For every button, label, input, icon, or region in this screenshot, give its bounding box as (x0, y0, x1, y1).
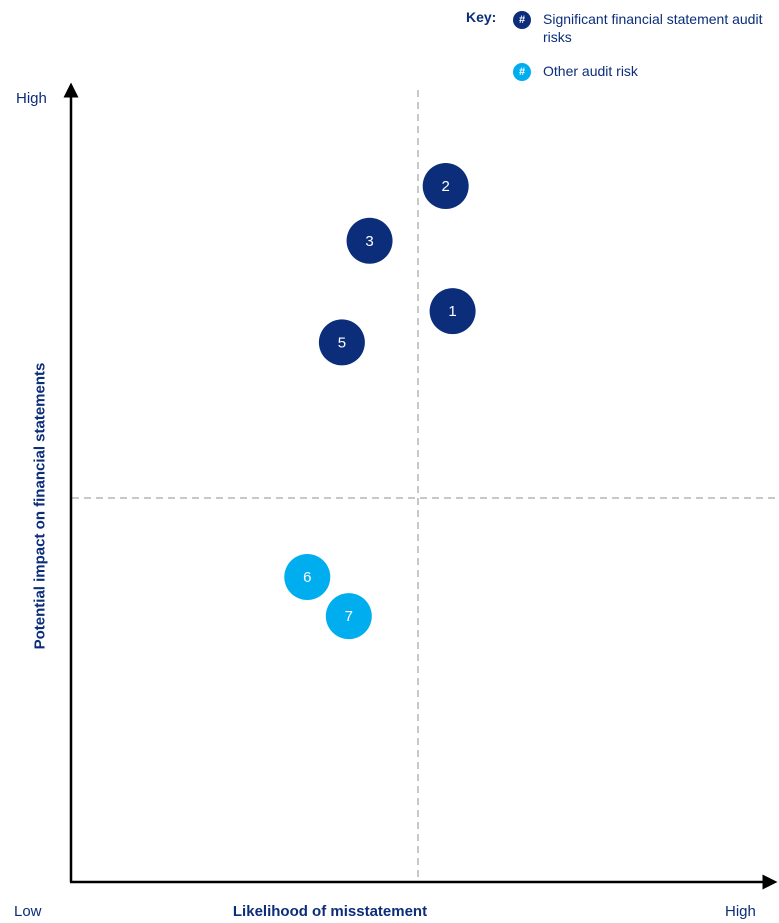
risk-point-5 (318, 319, 365, 366)
risk-point-label-1: 1 (448, 303, 456, 320)
legend-item-other: # Other audit risk (513, 62, 763, 81)
risk-point-label-6: 6 (303, 569, 311, 586)
legend-label-other: Other audit risk (543, 63, 638, 79)
x-axis-low-label: Low (14, 903, 42, 920)
risk-point-label-5: 5 (338, 334, 346, 351)
risk-point-label-3: 3 (365, 233, 373, 250)
risk-point-label-7: 7 (345, 608, 353, 625)
legend-item-significant: # Significant financial statement audit … (513, 10, 763, 46)
legend-marker-other: # (513, 63, 531, 81)
risk-point-3 (346, 217, 393, 264)
key-label: Key: (466, 9, 497, 25)
x-axis-title: Likelihood of misstatement (232, 903, 428, 920)
risk-point-2 (422, 163, 469, 210)
legend-marker-significant: # (513, 11, 531, 29)
risk-point-label-2: 2 (442, 178, 450, 195)
risk-point-1 (429, 288, 476, 335)
x-axis-high-label: High (725, 903, 756, 920)
legend-label-significant: Significant financial statement audit ri… (543, 11, 763, 45)
y-axis-title: Potential impact on financial statements (31, 362, 49, 650)
y-axis-high-label: High (16, 90, 47, 107)
risk-point-7 (325, 593, 372, 640)
risk-point-6 (284, 554, 331, 601)
